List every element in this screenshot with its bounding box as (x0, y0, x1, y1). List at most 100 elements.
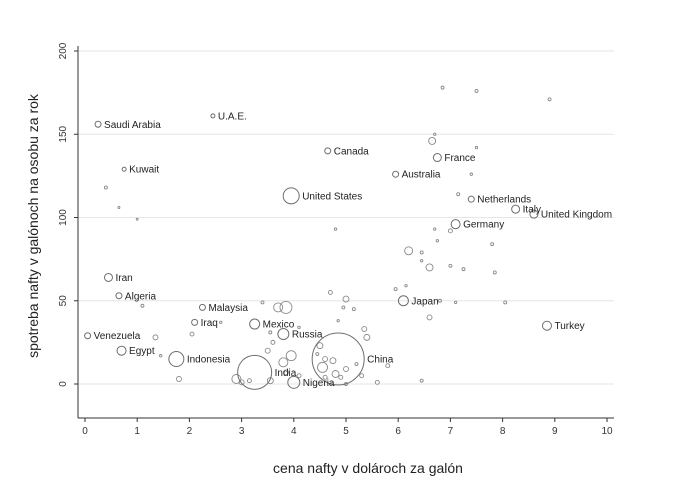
data-point (547, 97, 552, 102)
data-point (270, 339, 276, 345)
data-point (331, 370, 340, 378)
x-tick-label: 2 (187, 426, 193, 437)
data-point (287, 375, 301, 389)
data-point (336, 319, 340, 323)
point-label: Venezuela (94, 331, 141, 342)
data-point (135, 217, 139, 221)
point-label: Indonesia (187, 355, 231, 366)
data-point (296, 373, 302, 379)
data-point (322, 374, 328, 380)
y-tick-label: 150 (58, 125, 69, 142)
data-point (338, 374, 344, 380)
point-label: China (367, 355, 394, 366)
plot-area (78, 46, 614, 418)
data-point (404, 284, 408, 288)
data-point (316, 342, 324, 350)
data-point (117, 206, 121, 209)
data-point (433, 227, 437, 231)
x-tick-label: 8 (500, 426, 506, 437)
data-point (361, 326, 368, 333)
point-label: Canada (334, 146, 369, 157)
point-label: France (444, 153, 476, 164)
data-point (541, 320, 552, 331)
data-point (264, 347, 271, 354)
data-point (404, 246, 414, 256)
data-point (420, 259, 424, 263)
data-point (249, 318, 261, 330)
y-axis-ticks: 0 50 100 150 200 (58, 42, 78, 387)
data-point (282, 187, 300, 205)
data-point (238, 379, 245, 386)
data-point (327, 289, 333, 295)
data-point (191, 318, 199, 326)
data-point (94, 120, 102, 128)
point-label: Mexico (263, 320, 295, 331)
x-tick-label: 1 (134, 426, 140, 437)
point-label: Russia (292, 330, 323, 341)
data-point (419, 378, 424, 383)
data-point (210, 113, 216, 119)
point-label: India (275, 368, 297, 379)
data-point (474, 145, 479, 150)
point-label: Australia (402, 170, 441, 181)
data-point (467, 195, 475, 203)
data-point (419, 250, 424, 255)
data-point (189, 331, 195, 337)
data-point (397, 295, 409, 307)
point-label: Turkey (554, 321, 584, 332)
data-point (121, 166, 127, 172)
data-point (343, 366, 349, 372)
point-label: Malaysia (208, 303, 248, 314)
x-tick-label: 4 (291, 426, 297, 437)
point-label: Germany (463, 220, 504, 231)
data-point (311, 332, 365, 386)
data-point (385, 363, 391, 369)
data-point (490, 242, 495, 247)
data-point (440, 85, 445, 90)
data-point (279, 300, 293, 314)
data-point (359, 373, 365, 379)
data-point (103, 185, 108, 190)
x-tick-label: 7 (448, 426, 454, 437)
data-point (277, 328, 290, 341)
data-point (450, 219, 461, 230)
point-label: Saudi Arabia (104, 120, 161, 131)
point-label: U.A.E. (218, 111, 247, 122)
point-label: United Kingdom (541, 210, 612, 221)
data-point (433, 132, 437, 136)
data-point (448, 263, 453, 268)
x-tick-label: 10 (601, 426, 613, 437)
point-label: Algeria (125, 291, 157, 302)
point-label: Iraq (201, 318, 218, 329)
data-point (268, 330, 273, 335)
point-label: Italy (523, 205, 541, 216)
point-labels: Saudi Arabia U.A.E. Kuwait Canada FranceAust… (94, 111, 612, 388)
data-point (492, 270, 497, 275)
data-point (266, 377, 274, 385)
data-point (315, 352, 320, 356)
point-label: Egypt (129, 346, 155, 357)
data-point (84, 332, 92, 340)
data-point (159, 354, 163, 358)
point-label: Netherlands (477, 195, 531, 206)
y-tick-label: 50 (58, 295, 69, 307)
y-tick-label: 100 (58, 209, 69, 226)
point-label: Iran (115, 273, 132, 284)
data-point (198, 303, 206, 311)
data-point (392, 170, 400, 178)
data-point (140, 303, 145, 308)
data-point (176, 376, 182, 382)
data-point (447, 228, 453, 234)
data-point (260, 300, 265, 305)
data-point (428, 136, 437, 145)
data-point (168, 351, 185, 368)
data-point (363, 333, 371, 341)
data-point (529, 209, 539, 219)
data-point (322, 356, 329, 362)
x-axis-ticks: 0 1 2 3 4 5 6 7 8 9 10 (82, 418, 613, 437)
data-point (426, 314, 433, 321)
data-point (435, 239, 439, 243)
data-point (341, 305, 346, 310)
data-point (374, 379, 380, 385)
